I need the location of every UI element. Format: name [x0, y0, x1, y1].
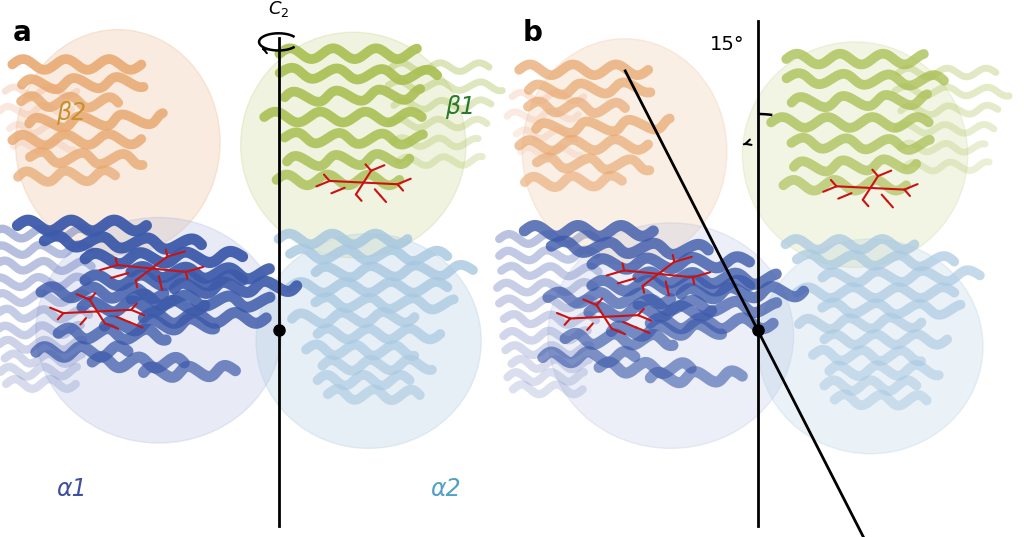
- Ellipse shape: [241, 32, 466, 258]
- Ellipse shape: [548, 223, 794, 448]
- Text: a: a: [12, 19, 31, 47]
- Text: α2: α2: [430, 477, 461, 500]
- Ellipse shape: [15, 30, 220, 255]
- Text: α1: α1: [56, 477, 87, 500]
- Ellipse shape: [256, 234, 481, 448]
- Text: $C_2$: $C_2$: [268, 0, 289, 19]
- Ellipse shape: [36, 217, 282, 443]
- Text: 15°: 15°: [710, 35, 744, 54]
- Text: b: b: [522, 19, 542, 47]
- Ellipse shape: [742, 42, 968, 267]
- Text: β2: β2: [56, 101, 86, 125]
- Text: β1: β1: [445, 96, 475, 119]
- Ellipse shape: [758, 239, 983, 454]
- Ellipse shape: [522, 39, 727, 264]
